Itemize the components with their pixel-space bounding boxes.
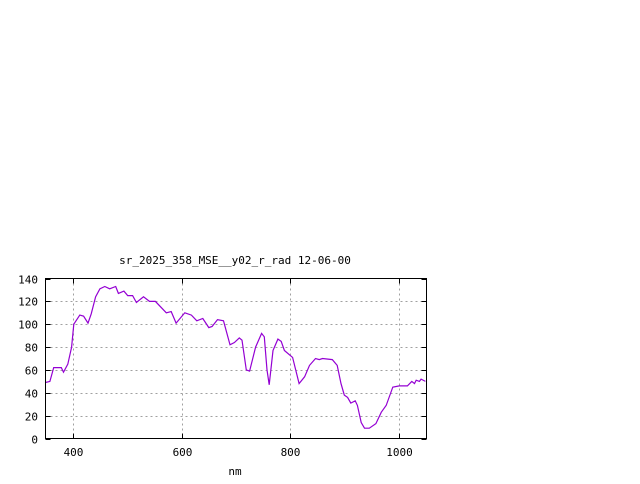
y-tick-label: 40 xyxy=(25,388,38,401)
plot-border xyxy=(45,278,427,439)
x-tick-label: 400 xyxy=(64,446,84,459)
y-tick-label: 120 xyxy=(18,296,38,309)
ticks xyxy=(45,278,427,440)
x-tick-labels: 400 600 800 1000 xyxy=(64,446,413,459)
grid xyxy=(45,278,427,439)
chart-title: sr_2025_358_MSE__y02_r_rad 12-06-00 xyxy=(119,254,351,267)
y-tick-label: 60 xyxy=(25,365,38,378)
y-tick-label: 140 xyxy=(18,274,38,287)
y-tick-label: 100 xyxy=(18,319,38,332)
x-tick-label: 800 xyxy=(281,446,301,459)
series-line xyxy=(45,285,426,429)
x-tick-label: 1000 xyxy=(386,446,413,459)
y-tick-label: 20 xyxy=(25,411,38,424)
x-axis-label: nm xyxy=(228,465,242,478)
y-tick-label: 80 xyxy=(25,342,38,355)
y-tick-labels: 0 20 40 60 80 100 120 140 xyxy=(18,274,38,447)
x-tick-label: 600 xyxy=(173,446,193,459)
y-tick-label: 0 xyxy=(31,434,38,447)
